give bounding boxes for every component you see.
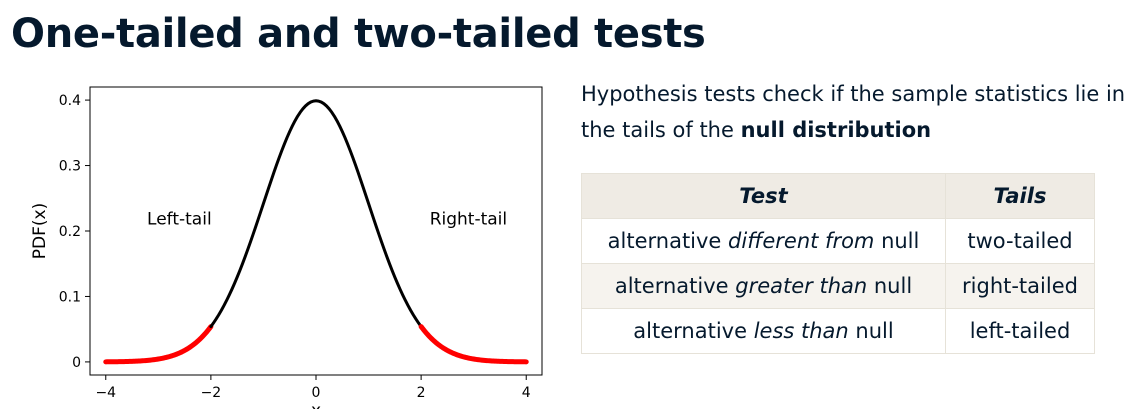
header-test: Test — [581, 173, 946, 219]
x-tick-label: 4 — [522, 385, 531, 401]
slide-title: One-tailed and two-tailed tests — [11, 11, 706, 57]
table-header-row: Test Tails — [581, 173, 1095, 219]
test-cell-post: null — [867, 274, 913, 298]
y-tick-label: 0 — [72, 355, 81, 371]
right-tail-curve — [418, 324, 529, 365]
x-tick-label: 2 — [417, 385, 426, 401]
test-cell-emphasis: greater than — [735, 274, 868, 298]
pdf-chart-svg: −4 −2 0 2 4 0 0.1 0.2 0.3 0.4 Left-tail Right-tai… — [30, 86, 543, 409]
y-tick-label: 0.2 — [59, 224, 81, 240]
x-tick-label: 0 — [312, 385, 321, 401]
test-cell-post: null — [874, 229, 920, 253]
y-axis-ticks: 0 0.1 0.2 0.3 0.4 — [59, 93, 90, 371]
table-row: alternative greater than null right-tail… — [581, 263, 1095, 309]
x-axis-ticks: −4 −2 0 2 4 — [95, 375, 531, 401]
x-tick-label: −4 — [95, 385, 116, 401]
test-cell-emphasis: different from — [728, 229, 875, 253]
tails-cell: two-tailed — [945, 218, 1095, 264]
table-row: alternative different from null two-tail… — [581, 218, 1095, 264]
null-distribution-emphasis: null distribution — [740, 118, 932, 142]
test-cell-emphasis: less than — [753, 319, 849, 343]
test-cell-pre: alternative — [607, 229, 729, 253]
test-cell-post: null — [848, 319, 894, 343]
pdf-curves — [103, 99, 529, 365]
tails-cell: right-tailed — [945, 263, 1095, 309]
y-axis-label: PDF(x) — [30, 203, 50, 259]
test-cell: alternative different from null — [581, 218, 946, 264]
test-cell-pre: alternative — [614, 274, 736, 298]
test-cell: alternative greater than null — [581, 263, 946, 309]
x-tick-label: −2 — [201, 385, 222, 401]
test-cell: alternative less than null — [581, 308, 946, 354]
center-curve — [209, 99, 423, 329]
test-cell-pre: alternative — [633, 319, 754, 343]
tests-table: Test Tails alternative different from nu… — [581, 173, 1095, 354]
x-axis-label: x — [311, 401, 321, 409]
intro-text: Hypothesis tests check if the sample sta… — [581, 82, 1126, 142]
tail-annotations: Left-tail Right-tail — [147, 209, 507, 229]
tails-cell: left-tailed — [945, 308, 1095, 354]
left-tail-label: Left-tail — [147, 209, 212, 229]
y-tick-label: 0.4 — [59, 93, 81, 109]
plot-frame — [89, 86, 543, 376]
pdf-chart: −4 −2 0 2 4 0 0.1 0.2 0.3 0.4 Left-tail Right-tai… — [0, 70, 560, 409]
table-row: alternative less than null left-tailed — [581, 308, 1095, 354]
y-tick-label: 0.1 — [59, 289, 81, 305]
y-tick-label: 0.3 — [59, 159, 81, 175]
right-tail-label: Right-tail — [430, 209, 507, 229]
header-tails: Tails — [945, 173, 1095, 219]
left-tail-curve — [103, 324, 214, 365]
intro-paragraph: Hypothesis tests check if the sample sta… — [581, 76, 1141, 148]
